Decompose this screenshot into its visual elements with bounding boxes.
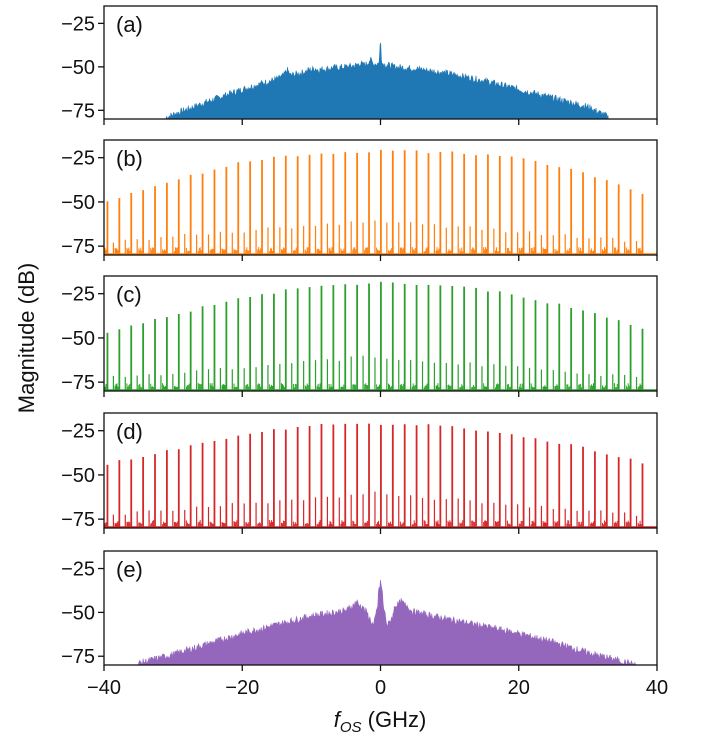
y-tick-label: −75 xyxy=(61,100,95,122)
x-axis-label: fOS (GHz) xyxy=(334,707,427,736)
panel-label: (b) xyxy=(116,146,143,171)
panel-label: (d) xyxy=(116,419,143,444)
y-tick-label: −50 xyxy=(61,57,95,79)
series-3 xyxy=(104,281,657,391)
x-tick-label: 40 xyxy=(646,677,668,699)
panel-1: −25 −50 −75 (a) xyxy=(61,5,658,125)
series-5 xyxy=(138,580,637,665)
panel-4: −25 −50 −75 (d) xyxy=(61,412,658,534)
y-tick-label: −50 xyxy=(61,328,95,350)
y-tick-label: −25 xyxy=(61,559,95,581)
x-tick-label: 0 xyxy=(375,677,386,699)
y-tick-label: −25 xyxy=(61,148,95,170)
panel-5: −25 −50 −75 −40 −20 0 20 40 (e) xyxy=(61,550,668,699)
y-axis-label: Magnitude (dB) xyxy=(14,263,39,413)
x-axis-label-unit: (GHz) xyxy=(362,707,427,732)
panel-label: (c) xyxy=(116,282,142,307)
y-tick-label: −25 xyxy=(61,284,95,306)
series-1 xyxy=(165,42,609,119)
y-tick-label: −75 xyxy=(61,372,95,394)
panel-label: (e) xyxy=(116,557,143,582)
spectrum-fill xyxy=(165,42,609,119)
spectrum-fill xyxy=(138,580,637,665)
y-tick-label: −75 xyxy=(61,236,95,258)
panel-3: −25 −50 −75 (c) xyxy=(61,275,658,397)
x-tick-label: 20 xyxy=(508,677,530,699)
y-tick-label: −75 xyxy=(61,646,95,668)
x-tick-label: −20 xyxy=(225,677,259,699)
y-tick-label: −50 xyxy=(61,602,95,624)
x-tick-label: −40 xyxy=(87,677,121,699)
series-4 xyxy=(104,423,657,528)
y-tick-label: −25 xyxy=(61,13,95,35)
series-2 xyxy=(104,149,657,255)
y-tick-label: −50 xyxy=(61,192,95,214)
y-tick-label: −75 xyxy=(61,509,95,531)
x-axis-label-subscript: OS xyxy=(340,719,362,736)
y-tick-label: −50 xyxy=(61,465,95,487)
x-axis-label-symbol: f xyxy=(334,707,343,732)
panel-2: −25 −50 −75 (b) xyxy=(61,139,658,261)
y-tick-label: −25 xyxy=(61,421,95,443)
panel-label: (a) xyxy=(116,12,143,37)
